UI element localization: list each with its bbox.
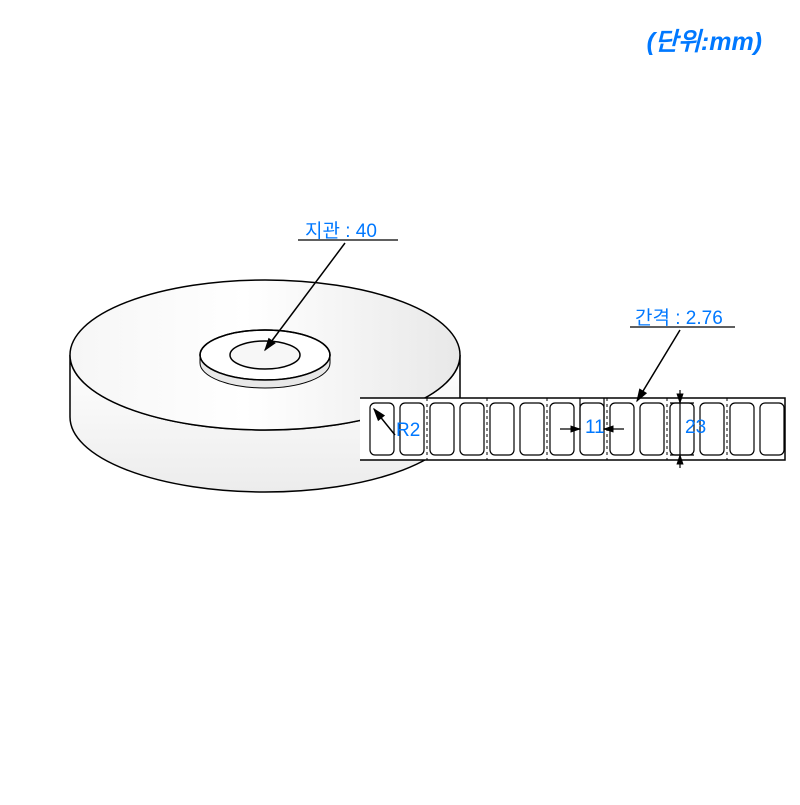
callout-label-radius: R2 [396,420,420,442]
core-inner [230,341,300,369]
callout-label-core: 지관 : 40 [305,216,377,243]
diagram-container [0,0,800,800]
callout-label-height: 23 [685,417,706,439]
roll-diagram-svg [0,0,800,800]
callout-leader-gap [637,330,680,401]
callout-label-gap: 간격 : 2.76 [635,303,723,330]
callout-label-width: 11 [585,417,605,439]
